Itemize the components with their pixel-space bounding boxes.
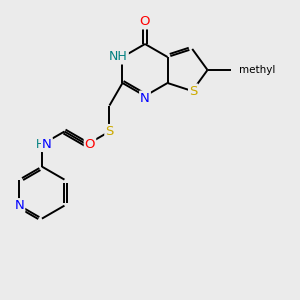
- Text: O: O: [85, 138, 95, 151]
- Text: O: O: [140, 15, 150, 28]
- Text: N: N: [42, 138, 52, 151]
- Text: N: N: [14, 199, 24, 212]
- Text: H: H: [36, 138, 44, 151]
- Text: S: S: [105, 125, 114, 138]
- Text: S: S: [189, 85, 197, 98]
- Text: methyl: methyl: [239, 65, 275, 75]
- Text: N: N: [140, 92, 150, 104]
- Text: NH: NH: [109, 50, 128, 64]
